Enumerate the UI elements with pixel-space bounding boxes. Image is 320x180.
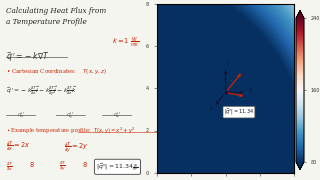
Text: $8$: $8$	[29, 160, 35, 169]
Text: $-8$: $-8$	[101, 160, 112, 168]
Text: $\frac{\partial T}{\partial x}=2x$: $\frac{\partial T}{\partial x}=2x$	[6, 140, 31, 154]
Text: $\vec{q}''=-k\frac{\partial T}{\partial x}\vec{i}-k\frac{\partial T}{\partial y}: $\vec{q}''=-k\frac{\partial T}{\partial …	[6, 85, 78, 99]
Text: $8$: $8$	[82, 160, 87, 169]
Text: $|\vec{q}''|=11.34$: $|\vec{q}''|=11.34$	[224, 107, 254, 117]
Text: $\bullet$ Example temperature profile:  $T(x,y)=x^2+y^2$: $\bullet$ Example temperature profile: $…	[6, 126, 136, 136]
Text: z: z	[209, 106, 212, 111]
PathPatch shape	[296, 162, 304, 169]
Text: $k=1\ \frac{W}{mk}$: $k=1\ \frac{W}{mk}$	[112, 36, 140, 50]
Text: $\frac{\partial T}{\partial x}$: $\frac{\partial T}{\partial x}$	[6, 160, 14, 173]
Text: $\bullet$ Cartesian Coordinates:    $T(x,y,z)$: $\bullet$ Cartesian Coordinates: $T(x,y,…	[6, 67, 107, 76]
Text: y: y	[227, 60, 230, 65]
Text: Calculating Heat Flux from
a Temperature Profile: Calculating Heat Flux from a Temperature…	[6, 7, 107, 26]
Text: $\frac{\partial T}{\partial y}=2y$: $\frac{\partial T}{\partial y}=2y$	[64, 140, 88, 156]
Text: $|\vec{q}''|=11.34_{\frac{W}{m^2}}$: $|\vec{q}''|=11.34_{\frac{W}{m^2}}$	[96, 161, 139, 173]
PathPatch shape	[296, 11, 304, 18]
Text: $\vec{q}''=-k\nabla T$: $\vec{q}''=-k\nabla T$	[6, 50, 50, 64]
Text: $q_x''$: $q_x''$	[17, 110, 25, 120]
Text: $\frac{\partial T}{\partial y}$: $\frac{\partial T}{\partial y}$	[59, 160, 67, 174]
Text: $q_y''$: $q_y''$	[66, 110, 75, 121]
Text: $q_z''$: $q_z''$	[113, 110, 121, 120]
Text: $-8$: $-8$	[128, 160, 139, 168]
Text: x: x	[248, 87, 252, 92]
